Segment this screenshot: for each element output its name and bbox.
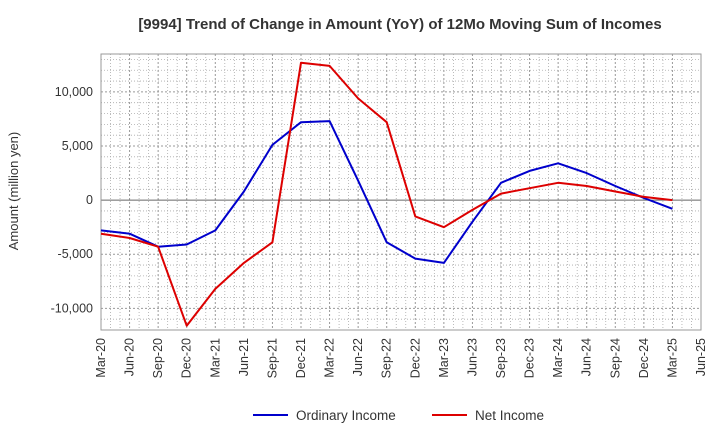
x-tick-label: Mar-20: [94, 338, 108, 378]
legend-label: Net Income: [475, 408, 544, 423]
x-tick-label: Sep-21: [265, 338, 279, 378]
y-tick-label: 10,000: [55, 85, 93, 99]
x-tick-labels: Mar-20 Jun-20 Sep-20 Dec-20 Mar-21 Jun-21 Sep-…: [94, 338, 708, 378]
x-tick-label: Mar-25: [665, 338, 679, 378]
plot-border: [100, 53, 702, 331]
y-tick-label: 0: [86, 193, 93, 207]
series-lines: [100, 61, 673, 327]
x-tick-label: Sep-24: [608, 338, 622, 378]
x-tick-label: Jun-25: [694, 338, 708, 376]
x-tick-label: Mar-23: [437, 338, 451, 378]
x-tick-label: Mar-21: [208, 338, 222, 378]
x-tick-label: Jun-24: [580, 338, 594, 376]
y-tick-labels: -10,000 -5,000 0 5,000 10,000: [51, 85, 93, 315]
x-tick-label: Jun-22: [351, 338, 365, 376]
y-axis-label: Amount (million yen): [6, 132, 21, 251]
x-tick-label: Jun-20: [123, 338, 137, 376]
legend-label: Ordinary Income: [296, 408, 396, 423]
y-tick-label: 5,000: [62, 139, 93, 153]
x-tick-label: Mar-22: [323, 338, 337, 378]
x-tick-label: Jun-21: [237, 338, 251, 376]
x-tick-label: Sep-22: [380, 338, 394, 378]
legend: Ordinary Income Net Income: [253, 408, 544, 423]
x-tick-label: Dec-22: [408, 338, 422, 378]
x-tick-label: Dec-21: [294, 338, 308, 378]
x-tick-label: Mar-24: [551, 338, 565, 378]
x-tick-label: Jun-23: [465, 338, 479, 376]
x-tick-label: Dec-20: [180, 338, 194, 378]
x-tick-label: Sep-20: [151, 338, 165, 378]
series-line-0: [100, 120, 673, 264]
x-tick-label: Sep-23: [494, 338, 508, 378]
x-tick-label: Dec-23: [523, 338, 537, 378]
x-tick-label: Dec-24: [637, 338, 651, 378]
series-line-1: [100, 61, 673, 327]
chart-title: [9994] Trend of Change in Amount (YoY) o…: [138, 16, 661, 33]
y-tick-label: -5,000: [58, 247, 93, 261]
plot-area: [101, 54, 701, 330]
vertical-gridlines: [100, 54, 702, 330]
y-tick-label: -10,000: [51, 301, 93, 315]
